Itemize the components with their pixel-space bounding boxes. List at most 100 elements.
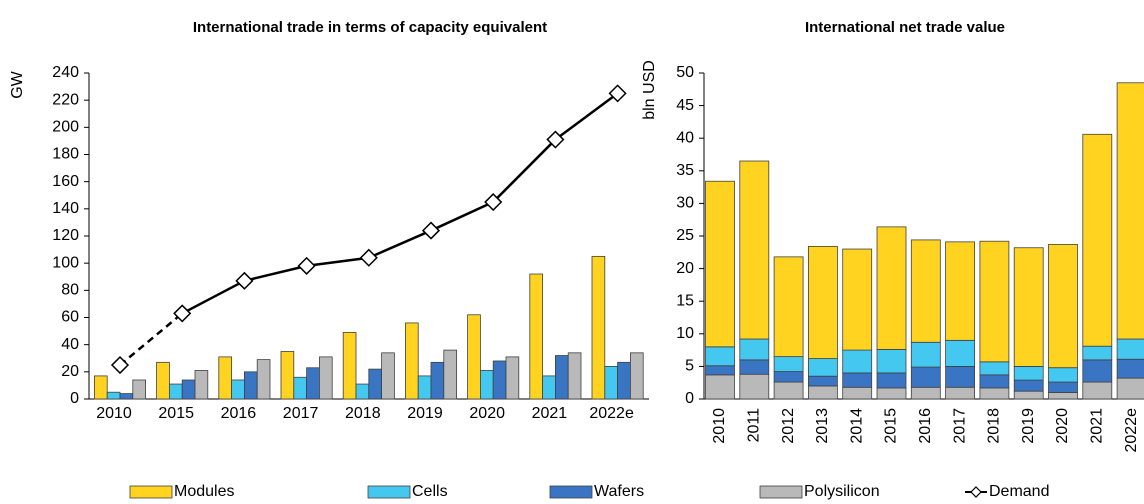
line-marker (484, 192, 503, 212)
line-marker (608, 84, 627, 103)
bar-segment (773, 256, 804, 358)
y-axis-label: bln USD (641, 60, 658, 120)
line-segment (368, 229, 432, 259)
bar-segment (1013, 247, 1044, 367)
x-tick-label: 2022e (1123, 408, 1140, 453)
x-tick-label: 2020 (469, 405, 505, 422)
bar-segment (842, 386, 873, 400)
bar (293, 376, 307, 400)
y-tick-label: 120 (52, 227, 79, 244)
bar (529, 273, 543, 400)
bar-segment (910, 341, 941, 368)
bar-segment (910, 386, 941, 400)
bar-segment (979, 387, 1010, 400)
bar-segment (1082, 345, 1113, 361)
y-tick-label: 0 (685, 390, 694, 407)
bar (430, 361, 445, 400)
bar-segment (1048, 244, 1078, 369)
bar-segment (739, 359, 770, 375)
bar (630, 352, 644, 400)
bar (156, 361, 170, 400)
line-marker (110, 355, 130, 375)
bar-segment (1082, 359, 1113, 383)
bar-segment (808, 358, 838, 377)
bar-segment (876, 372, 907, 389)
y-tick-label: 35 (676, 162, 694, 179)
bar-segment (876, 226, 907, 350)
bar-segment (739, 338, 770, 361)
bar (342, 332, 357, 400)
x-tick-label: 2016 (221, 405, 257, 422)
y-tick-label: 180 (52, 146, 79, 163)
bar-segment (945, 241, 975, 341)
line-segment (554, 92, 619, 141)
bar-segment (1116, 377, 1144, 400)
y-tick-label: 60 (61, 309, 79, 326)
y-tick-label: 160 (52, 173, 79, 190)
bar (555, 355, 569, 400)
bar-segment (1013, 379, 1044, 392)
line-segment (430, 200, 494, 232)
bar (617, 361, 631, 400)
bar (505, 356, 520, 400)
bar-segment (705, 180, 735, 348)
y-tick-label: 200 (52, 119, 79, 136)
line-marker (546, 130, 565, 149)
x-tick-label: 2018 (986, 408, 1003, 444)
bar-segment (773, 381, 804, 400)
bar (256, 359, 271, 400)
bar-segment (979, 240, 1010, 363)
y-tick-label: 25 (676, 227, 694, 244)
bar (479, 370, 494, 400)
bar-segment (910, 239, 941, 343)
y-tick-label: 20 (676, 260, 694, 277)
x-tick-label: 2013 (814, 408, 831, 444)
bar-segment (945, 386, 975, 400)
bar (355, 383, 370, 400)
legend-label: Modules (174, 483, 234, 500)
legend-swatch (549, 485, 593, 499)
bar-segment (876, 349, 907, 374)
line-segment (492, 138, 557, 203)
bar-segment (842, 349, 873, 374)
bar-segment (739, 373, 770, 400)
x-tick-label: 2020 (1054, 408, 1071, 444)
bar (231, 379, 245, 400)
bar-segment (979, 361, 1010, 376)
bar-segment (979, 374, 1010, 389)
x-tick-label: 2010 (711, 408, 728, 444)
x-tick-label: 2012 (780, 408, 797, 444)
bar (318, 356, 333, 400)
bar-segment (945, 339, 975, 367)
bar (306, 367, 320, 400)
y-tick-label: 50 (676, 64, 694, 81)
y-tick-label: 15 (676, 292, 694, 309)
bar (591, 255, 606, 400)
bar-segment (1116, 338, 1144, 360)
bar-segment (1013, 390, 1044, 400)
y-tick-label: 80 (61, 282, 79, 299)
bar-segment (808, 385, 838, 400)
bar-segment (739, 160, 770, 340)
y-tick-label: 40 (61, 336, 79, 353)
x-tick-label: 2015 (158, 405, 194, 422)
y-tick-label: 240 (52, 64, 79, 81)
bar-segment (808, 246, 838, 359)
y-axis-label: GW (9, 70, 26, 98)
y-tick-label: 100 (52, 254, 79, 271)
legend-label: Cells (412, 483, 448, 500)
y-tick-label: 20 (61, 363, 79, 380)
line-segment (306, 256, 369, 268)
bar-segment (1082, 381, 1113, 400)
bar-segment (1116, 82, 1144, 340)
y-tick-label: 10 (676, 325, 694, 342)
chart-title: International trade in terms of capacity… (193, 19, 547, 36)
legend-label: Wafers (594, 483, 644, 500)
x-tick-label: 2021 (532, 405, 568, 422)
line-segment (119, 312, 183, 367)
line-segment (181, 279, 245, 315)
bar (119, 393, 134, 400)
bar (218, 356, 233, 400)
line-segment (244, 264, 307, 283)
